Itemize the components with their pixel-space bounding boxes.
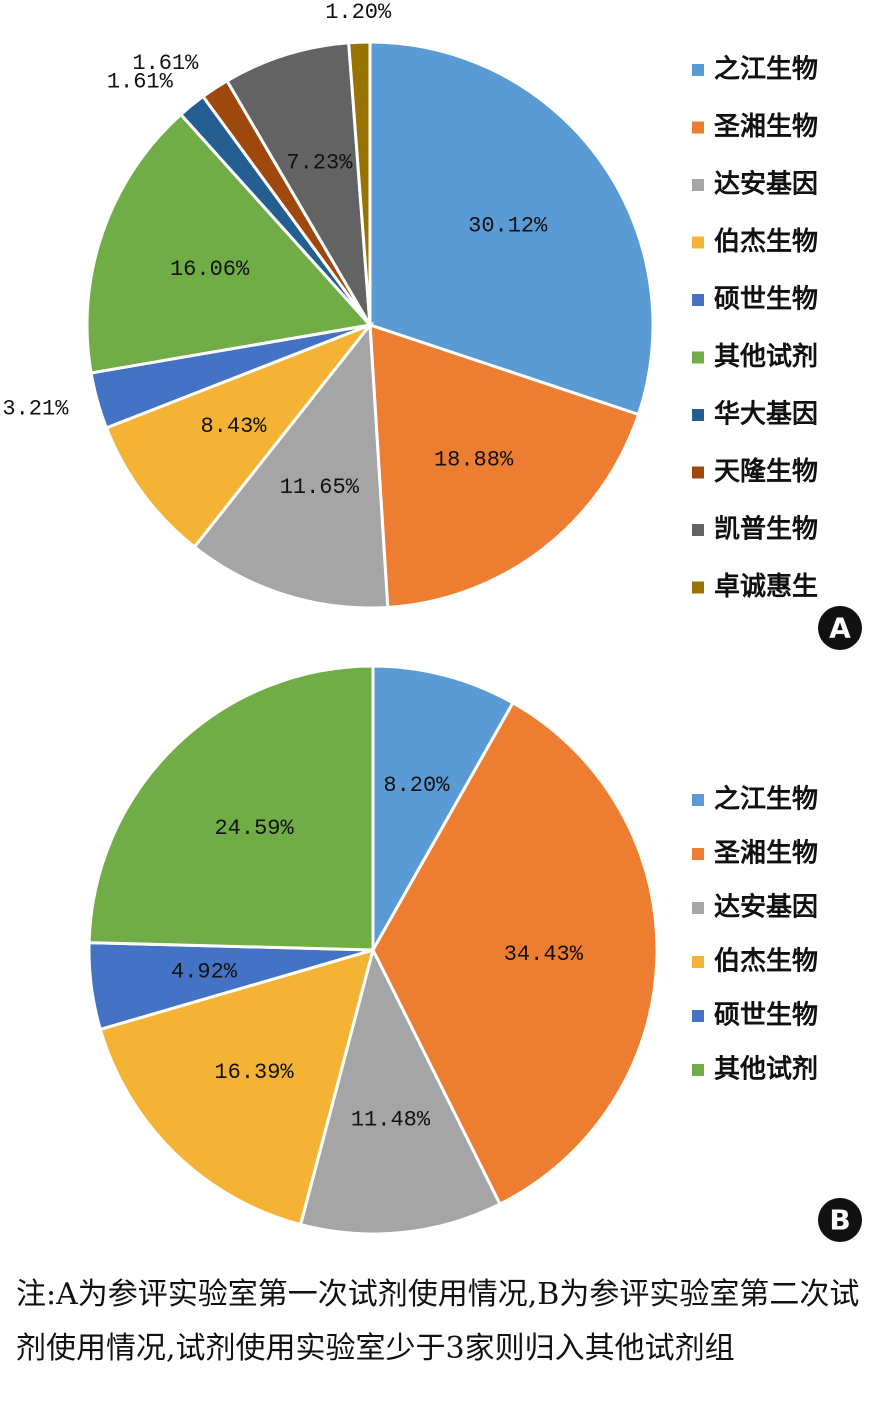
data-label: 4.92% bbox=[171, 960, 238, 985]
pie-slice bbox=[104, 321, 375, 550]
legend-swatch bbox=[692, 409, 704, 421]
legend-label: 华大基因 bbox=[714, 399, 818, 430]
data-label: 16.39% bbox=[214, 1060, 294, 1085]
pie-slice bbox=[87, 664, 375, 952]
charts: 30.12%18.88%11.65%8.43%3.21%16.06%1.61%1… bbox=[2, 0, 862, 1242]
legend-label: 硕世生物 bbox=[714, 285, 818, 315]
pie-slice bbox=[371, 664, 515, 956]
legend-label: 天隆生物 bbox=[714, 457, 818, 487]
note: 注:A为参评实验室第一次试剂使用情况,B为参评实验室第二次试剂使用情况,试剂使用… bbox=[16, 1277, 860, 1366]
pie-slice bbox=[298, 945, 502, 1236]
pie-slice bbox=[368, 322, 641, 610]
pie-slice bbox=[85, 112, 373, 375]
data-label: 1.20% bbox=[325, 0, 392, 25]
data-label: 30.12% bbox=[468, 214, 548, 239]
legend-swatch bbox=[692, 121, 704, 134]
data-label: 8.43% bbox=[200, 414, 267, 439]
panel-label: A bbox=[829, 612, 851, 645]
pie-slice bbox=[371, 700, 659, 1207]
pie-slice bbox=[192, 320, 390, 610]
legend-label: 伯杰生物 bbox=[714, 946, 818, 977]
legend-swatch bbox=[692, 236, 704, 249]
data-label: 1.61% bbox=[132, 51, 199, 76]
legend-label: 之江生物 bbox=[714, 54, 818, 85]
data-label: 24.59% bbox=[214, 816, 294, 841]
data-label: 1.61% bbox=[107, 70, 174, 95]
panel-label: B bbox=[829, 1204, 850, 1237]
legend-swatch bbox=[692, 294, 704, 306]
legend-swatch bbox=[692, 1010, 704, 1022]
legend-swatch bbox=[692, 956, 704, 968]
panel-badge bbox=[818, 1198, 862, 1242]
legend-label: 凯普生物 bbox=[714, 514, 818, 545]
legend-label: 其他试剂 bbox=[714, 1055, 818, 1085]
legend-label: 卓诚惠生 bbox=[714, 572, 818, 602]
legend-swatch bbox=[692, 524, 704, 536]
data-label: 34.43% bbox=[504, 942, 584, 967]
legend-swatch bbox=[692, 581, 704, 594]
legend-label: 其他试剂 bbox=[714, 342, 818, 372]
legend-swatch bbox=[692, 179, 704, 191]
pie-slice bbox=[98, 947, 376, 1227]
legend-label: 达安基因 bbox=[714, 893, 818, 923]
data-label: 18.88% bbox=[434, 447, 514, 472]
data-label: 7.23% bbox=[286, 151, 353, 176]
pie-slice bbox=[368, 40, 655, 417]
data-label: 8.20% bbox=[383, 773, 450, 798]
panel-badge bbox=[818, 606, 862, 650]
legend-swatch bbox=[692, 64, 704, 76]
legend-swatch bbox=[692, 848, 704, 860]
legend-swatch bbox=[692, 351, 704, 364]
legend-label: 硕世生物 bbox=[714, 1001, 818, 1031]
data-label: 16.06% bbox=[170, 257, 250, 282]
legend-label: 达安基因 bbox=[714, 170, 818, 200]
legend-swatch bbox=[692, 902, 704, 914]
legend-label: 圣湘生物 bbox=[714, 112, 818, 142]
pie-slice bbox=[347, 40, 372, 326]
legend-label: 伯杰生物 bbox=[714, 226, 818, 257]
data-label: 11.48% bbox=[351, 1107, 431, 1132]
legend-swatch bbox=[692, 1064, 704, 1076]
pie-slice bbox=[224, 41, 372, 326]
data-label: 11.65% bbox=[280, 475, 360, 500]
legend-swatch bbox=[692, 794, 704, 806]
legend-label: 之江生物 bbox=[714, 784, 818, 815]
legend-label: 圣湘生物 bbox=[714, 839, 818, 869]
legend-swatch bbox=[692, 466, 704, 479]
data-label: 3.21% bbox=[2, 397, 69, 422]
